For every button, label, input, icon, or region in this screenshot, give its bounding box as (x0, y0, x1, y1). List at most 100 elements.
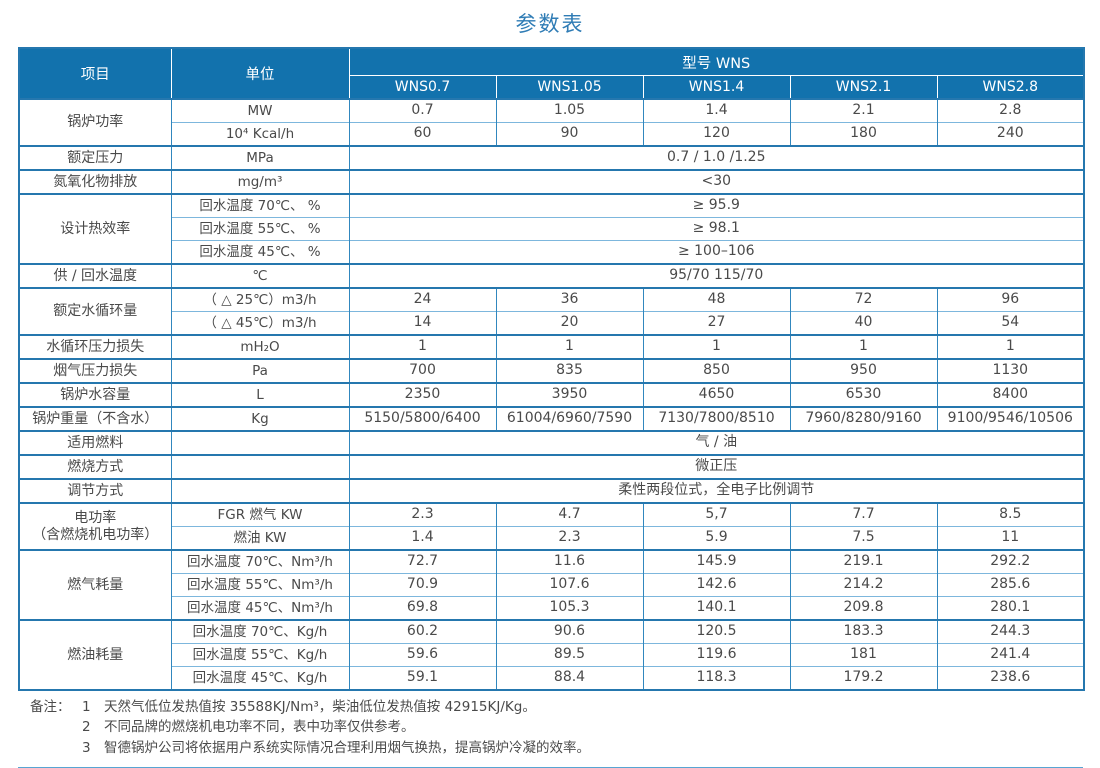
table-row: （ △ 45℃）m3/h 14 20 27 40 54 (19, 311, 1085, 335)
value-cell: 96 (936, 287, 1085, 312)
row-label: 燃油耗量 (18, 619, 171, 690)
table-row: 回水温度 45℃、Nm³/h 69.8 105.3 140.1 209.8 28… (19, 596, 1085, 620)
value-cell: 1 (495, 334, 643, 359)
value-cell: 1130 (936, 358, 1085, 383)
row-label: 水循环压力损失 (18, 334, 171, 359)
col-header-item: 项目 (18, 47, 172, 100)
unit-cell: 回水温度 45℃、 % (170, 240, 349, 264)
header-row-top: 项目 单位 型号 WNS (18, 47, 1085, 100)
value-cell: 7.5 (789, 526, 937, 550)
value-cell: 240 (936, 122, 1085, 146)
value-cell: 950 (789, 358, 937, 383)
value-cell: 180 (789, 122, 937, 146)
row-label: 额定水循环量 (18, 287, 171, 335)
value-cell: 142.6 (642, 573, 790, 597)
unit-cell: 回水温度 70℃、Kg/h (170, 619, 349, 644)
value-cell: 7.7 (789, 502, 937, 527)
value-cell: 107.6 (495, 573, 643, 597)
value-cell: 11.6 (495, 549, 643, 574)
table-row: 水循环压力损失 mH₂O 1 1 1 1 1 (18, 334, 1085, 359)
value-cell: 72.7 (348, 549, 496, 574)
value-cell: 4650 (642, 382, 790, 407)
unit-cell: mH₂O (170, 334, 349, 359)
value-cell: 59.6 (348, 643, 496, 667)
col-header-model-wns28: WNS2.8 (936, 75, 1085, 100)
table-row: 燃油 KW 1.4 2.3 5.9 7.5 11 (19, 526, 1085, 550)
value-cell: 8400 (936, 382, 1085, 407)
col-header-model-wns07: WNS0.7 (348, 75, 497, 100)
table-row: 烟气压力损失 Pa 700 835 850 950 1130 (18, 358, 1085, 383)
unit-cell (170, 430, 349, 455)
value-cell: 70.9 (348, 573, 496, 597)
value-cell: 14 (348, 311, 496, 335)
table-row: 供 / 回水温度 ℃ 95/70 115/70 (18, 263, 1085, 288)
row-label: 适用燃料 (18, 430, 171, 455)
value-cell: 0.7 (348, 98, 496, 123)
value-cell: 214.2 (789, 573, 937, 597)
value-cell: 60 (348, 122, 496, 146)
table-row: 锅炉重量（不含水） Kg 5150/5800/6400 61004/6960/7… (18, 406, 1085, 431)
value-cell: 40 (789, 311, 937, 335)
value-cell: 60.2 (348, 619, 496, 644)
table-row: 燃油耗量 回水温度 70℃、Kg/h 60.2 90.6 120.5 183.3… (18, 619, 1085, 690)
value-cell: 2.1 (789, 98, 937, 123)
table-row: 燃烧方式 微正压 (18, 454, 1085, 479)
unit-cell: 回水温度 45℃、Kg/h (170, 666, 349, 690)
value-cell: 9100/9546/10506 (936, 406, 1085, 431)
row-label: 锅炉功率 (18, 98, 171, 146)
note-number: 3 (82, 739, 91, 756)
value-cell: 209.8 (789, 596, 937, 620)
unit-cell: 回水温度 55℃、Nm³/h (170, 573, 349, 597)
value-cell: ≥ 100–106 (348, 240, 1085, 264)
unit-cell (170, 454, 349, 479)
row-label: 锅炉水容量 (18, 382, 171, 407)
value-cell: 7960/8280/9160 (789, 406, 937, 431)
unit-cell: ℃ (170, 263, 349, 288)
note-line-3: 3 智德锅炉公司将依据用户系统实际情况合理利用烟气换热，提高锅炉冷凝的效率。 (30, 738, 1100, 758)
value-cell: 3950 (495, 382, 643, 407)
value-cell: 1 (348, 334, 496, 359)
note-number: 1 (82, 699, 91, 715)
unit-cell (170, 478, 349, 503)
value-cell: 241.4 (936, 643, 1085, 667)
value-cell: 6530 (789, 382, 937, 407)
table-row: 回水温度 55℃、Kg/h 59.6 89.5 119.6 181 241.4 (19, 643, 1085, 667)
value-cell: 69.8 (348, 596, 496, 620)
unit-cell: 回水温度 70℃、 % (170, 193, 349, 218)
header-row-models: WNS0.7 WNS1.05 WNS1.4 WNS2.1 WNS2.8 (19, 75, 1085, 100)
unit-cell: FGR 燃气 KW (170, 502, 349, 527)
row-label: 燃烧方式 (18, 454, 171, 479)
value-cell: 179.2 (789, 666, 937, 690)
value-cell: 1.05 (495, 98, 643, 123)
value-cell: 2350 (348, 382, 496, 407)
unit-cell: 回水温度 55℃、 % (170, 217, 349, 241)
value-cell: 850 (642, 358, 790, 383)
unit-cell: MW (170, 98, 349, 123)
notes-label: 备注： (30, 699, 71, 715)
col-header-model-wns105: WNS1.05 (495, 75, 644, 100)
value-cell: 20 (495, 311, 643, 335)
value-cell: 2.3 (495, 526, 643, 550)
unit-cell: Kg (170, 406, 349, 431)
value-cell: 95/70 115/70 (348, 263, 1085, 288)
table-row: 回水温度 45℃、Kg/h 59.1 88.4 118.3 179.2 238.… (19, 666, 1085, 690)
value-cell: 219.1 (789, 549, 937, 574)
value-cell: 280.1 (936, 596, 1085, 620)
col-header-model-wns21: WNS2.1 (789, 75, 938, 100)
table-row: 10⁴ Kcal/h 60 90 120 180 240 (19, 122, 1085, 146)
table-row: 锅炉功率 MW 0.7 1.05 1.4 2.1 2.8 (18, 98, 1085, 146)
unit-cell: 回水温度 70℃、Nm³/h (170, 549, 349, 574)
note-text: 不同品牌的燃烧机电功率不同，表中功率仅供参考。 (104, 719, 415, 736)
unit-cell: 回水温度 55℃、Kg/h (170, 643, 349, 667)
value-cell: 1.4 (642, 98, 790, 123)
row-label: 锅炉重量（不含水） (18, 406, 171, 431)
table-row: 适用燃料 气 / 油 (18, 430, 1085, 455)
row-label: 供 / 回水温度 (18, 263, 171, 288)
value-cell: 5,7 (642, 502, 790, 527)
value-cell: 4.7 (495, 502, 643, 527)
unit-cell: Pa (170, 358, 349, 383)
row-label: 额定压力 (18, 145, 171, 170)
value-cell: 7130/7800/8510 (642, 406, 790, 431)
value-cell: <30 (348, 169, 1085, 194)
table-row: 设计热效率 回水温度 70℃、 % ≥ 95.9 (18, 193, 1085, 264)
